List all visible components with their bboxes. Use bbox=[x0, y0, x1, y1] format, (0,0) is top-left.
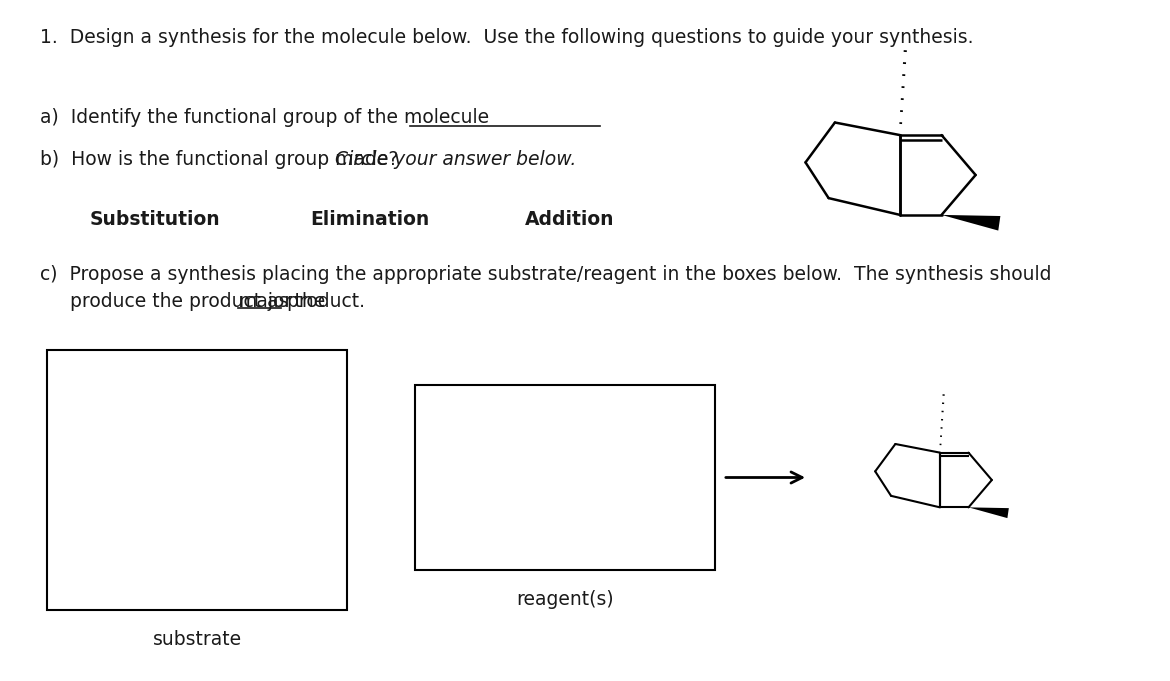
Text: Substitution: Substitution bbox=[90, 210, 220, 229]
Text: c)  Propose a synthesis placing the appropriate substrate/reagent in the boxes b: c) Propose a synthesis placing the appro… bbox=[40, 265, 1052, 284]
Text: Elimination: Elimination bbox=[310, 210, 429, 229]
Text: 1.  Design a synthesis for the molecule below.  Use the following questions to g: 1. Design a synthesis for the molecule b… bbox=[40, 28, 973, 47]
Text: produce the product as the: produce the product as the bbox=[40, 292, 331, 311]
Polygon shape bbox=[969, 507, 1009, 518]
Text: substrate: substrate bbox=[152, 630, 241, 649]
Text: Addition: Addition bbox=[525, 210, 614, 229]
Text: b)  How is the functional group made?: b) How is the functional group made? bbox=[40, 150, 411, 169]
Text: reagent(s): reagent(s) bbox=[516, 590, 614, 609]
Bar bbox=[47, 350, 347, 610]
Text: a)  Identify the functional group of the molecule: a) Identify the functional group of the … bbox=[40, 108, 489, 127]
Text: Circle your answer below.: Circle your answer below. bbox=[335, 150, 577, 169]
Polygon shape bbox=[942, 215, 1000, 231]
Text: major: major bbox=[238, 292, 292, 311]
Bar bbox=[415, 385, 715, 570]
Text: product.: product. bbox=[281, 292, 365, 311]
